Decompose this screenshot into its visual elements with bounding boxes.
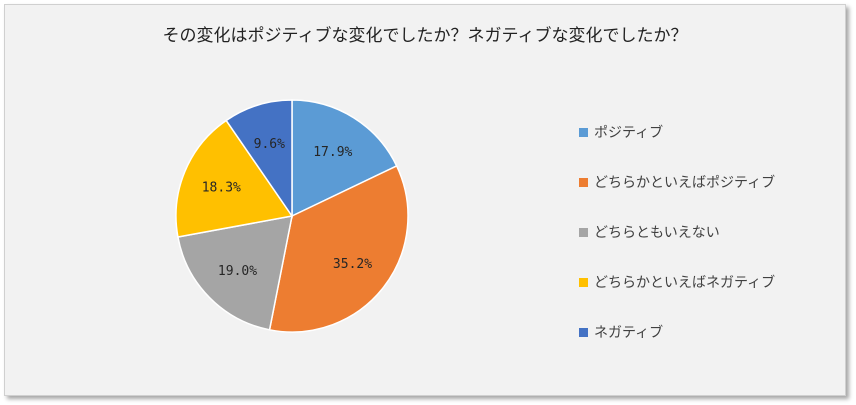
data-label: 19.0% (218, 264, 257, 279)
legend-swatch (579, 127, 588, 137)
chart-title: その変化はポジティブな変化でしたか？ネガティブな変化でしたか？ (162, 26, 688, 46)
pie-chart: 17.9% 35.2% 19.0% 18.3% 9.6% (175, 99, 409, 333)
slice-positive (291, 99, 398, 218)
slice-somewhat-positive (268, 164, 409, 333)
legend: ポジティブ どちらかといえばポジティブ どちらともいえない どちらかといえばネガ… (579, 107, 775, 357)
legend-label: どちらかといえばポジティブ (594, 175, 776, 191)
legend-item-neutral: どちらともいえない (579, 207, 775, 257)
data-label: 35.2% (333, 257, 372, 272)
legend-item-somewhat-negative: どちらかといえばネガティブ (579, 257, 775, 307)
slice-negative (225, 99, 293, 219)
legend-label: ネガティブ (594, 325, 664, 341)
legend-item-positive: ポジティブ (579, 107, 775, 157)
legend-swatch (579, 227, 588, 237)
legend-swatch (579, 327, 588, 337)
legend-label: どちらともいえない (594, 225, 720, 241)
legend-item-negative: ネガティブ (579, 307, 775, 357)
legend-swatch (579, 277, 588, 287)
legend-item-somewhat-positive: どちらかといえばポジティブ (579, 157, 775, 207)
legend-label: どちらかといえばネガティブ (594, 275, 776, 291)
legend-label: ポジティブ (594, 125, 664, 141)
chart-area: その変化はポジティブな変化でしたか？ネガティブな変化でしたか？ 17.9% 35.… (4, 4, 846, 396)
slice-somewhat-negative (175, 119, 294, 238)
data-label: 18.3% (202, 181, 241, 196)
data-label: 9.6% (254, 137, 285, 152)
legend-swatch (579, 177, 588, 187)
data-label: 17.9% (313, 145, 352, 160)
slice-neutral (177, 215, 293, 331)
